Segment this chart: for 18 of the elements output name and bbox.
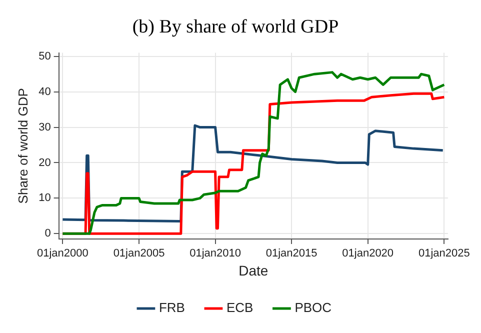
x-tick-label: 01jan2020 bbox=[342, 248, 394, 260]
x-tick-label: 01jan2005 bbox=[113, 248, 165, 260]
y-tick-label: 30 bbox=[38, 121, 51, 134]
x-tick-label: 01jan2015 bbox=[266, 248, 318, 260]
x-tick-label: 01jan2010 bbox=[190, 248, 241, 260]
y-tick-label: 50 bbox=[38, 50, 51, 62]
y-tick-label: 0 bbox=[44, 228, 51, 240]
y-tick-label: 40 bbox=[38, 86, 51, 98]
x-tick-label: 01jan2000 bbox=[36, 248, 88, 260]
x-axis-title: Date bbox=[238, 262, 268, 278]
chart-title: (b) By share of world GDP bbox=[132, 16, 339, 38]
legend-label: PBOC bbox=[294, 300, 332, 316]
y-axis-title: Share of world GDP bbox=[15, 88, 30, 204]
y-tick-label: 20 bbox=[38, 156, 51, 169]
y-tick-label: 10 bbox=[38, 192, 51, 204]
legend-label: FRB bbox=[158, 300, 185, 316]
legend-label: ECB bbox=[226, 300, 254, 316]
x-tick-label: 01jan2025 bbox=[418, 248, 470, 260]
